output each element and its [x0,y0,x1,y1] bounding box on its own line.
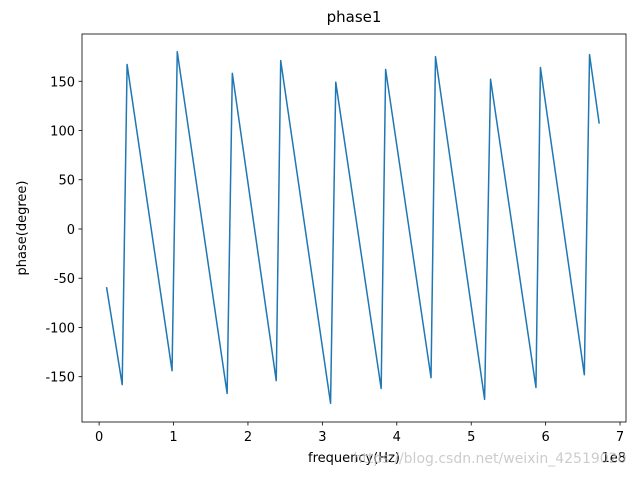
y-tick-label: 100 [50,125,75,140]
y-tick-label: -100 [45,321,75,336]
x-tick-label: 2 [244,430,252,445]
x-offset-label: 1e8 [601,451,626,466]
x-tick-label: 1 [169,430,177,445]
plot-frame [81,33,627,423]
x-tick-label: 0 [95,430,103,445]
x-axis-label: frequency(Hz) [308,451,400,466]
x-tick-label: 6 [541,430,549,445]
x-tick-label: 3 [318,430,326,445]
x-tick-label: 7 [616,430,624,445]
y-tick-label: 50 [58,174,75,189]
y-tick-label: -50 [54,272,75,287]
y-tick-label: 0 [67,223,75,238]
y-axis-label: phase(degree) [15,181,30,276]
x-tick-label: 5 [467,430,475,445]
y-tick-label: 150 [50,75,75,90]
x-tick-label: 4 [393,430,401,445]
watermark: https://blog.csdn.net/weixin_42519020 [353,451,626,467]
chart-title: phase1 [327,8,382,26]
data-line [105,50,600,405]
y-tick-label: -150 [45,371,75,386]
